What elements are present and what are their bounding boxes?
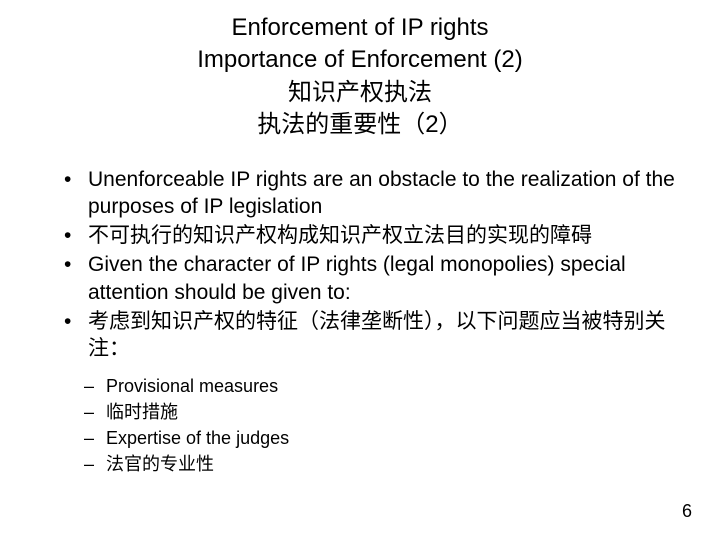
bullet-text: 不可执行的知识产权构成知识产权立法目的实现的障碍 [88, 224, 592, 247]
bullet-text: Provisional measures [106, 376, 278, 396]
bullet-l2-item: 法官的专业性 [84, 451, 684, 477]
page-number: 6 [682, 501, 692, 522]
title-line-1: Enforcement of IP rights [36, 12, 684, 44]
slide-title-block: Enforcement of IP rights Importance of E… [36, 12, 684, 142]
bullet-l1-item: 不可执行的知识产权构成知识产权立法目的实现的障碍 [64, 222, 684, 249]
bullet-text: 考虑到知识产权的特征（法律垄断性），以下问题应当被特别关注： [88, 310, 666, 360]
bullet-list-level1: Unenforceable IP rights are an obstacle … [36, 166, 684, 363]
title-line-3: 知识产权执法 [36, 77, 684, 109]
bullet-l1-item: 考虑到知识产权的特征（法律垄断性），以下问题应当被特别关注： [64, 308, 684, 363]
bullet-text: 法官的专业性 [106, 454, 214, 474]
bullet-list-level2: Provisional measures 临时措施 Expertise of t… [36, 373, 684, 477]
title-line-4: 执法的重要性（2） [36, 109, 684, 141]
bullet-text: Unenforceable IP rights are an obstacle … [88, 168, 675, 218]
title-line-2: Importance of Enforcement (2) [36, 44, 684, 76]
bullet-l2-item: Expertise of the judges [84, 425, 684, 451]
bullet-text: 临时措施 [106, 402, 178, 422]
bullet-l2-item: Provisional measures [84, 373, 684, 399]
bullet-l1-item: Unenforceable IP rights are an obstacle … [64, 166, 684, 221]
bullet-l2-item: 临时措施 [84, 399, 684, 425]
bullet-text: Expertise of the judges [106, 428, 289, 448]
bullet-text: Given the character of IP rights (legal … [88, 253, 626, 303]
bullet-l1-item: Given the character of IP rights (legal … [64, 251, 684, 306]
